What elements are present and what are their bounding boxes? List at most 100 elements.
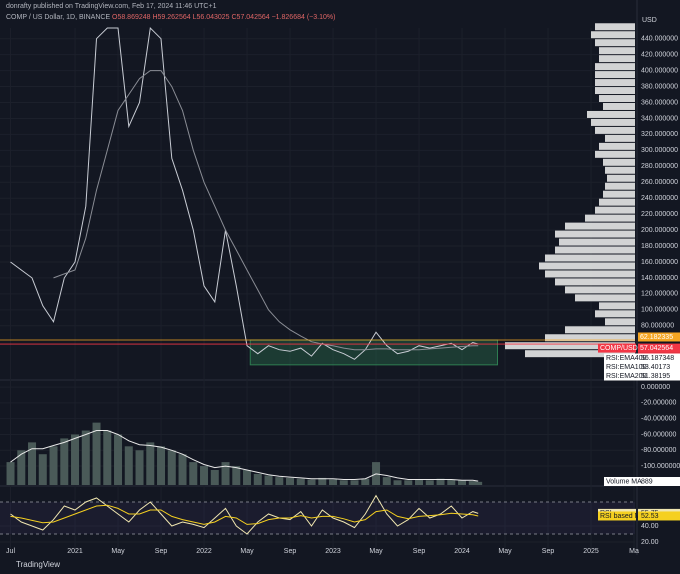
x-tick-label: Sep bbox=[542, 548, 555, 555]
series-line bbox=[10, 26, 479, 360]
x-tick-label: May bbox=[498, 548, 512, 555]
y-tick-label: 120.000000 bbox=[641, 291, 678, 298]
volume-profile-bar bbox=[595, 63, 635, 71]
volume-bar bbox=[38, 454, 47, 485]
footer-brand: TradingView bbox=[16, 560, 60, 569]
volume-profile-bar bbox=[591, 31, 635, 39]
volume-profile-bar bbox=[565, 286, 635, 294]
volume-bar bbox=[458, 480, 467, 485]
publisher: donrafty published on TradingView.com, F… bbox=[6, 3, 217, 10]
volume-profile-bar bbox=[585, 214, 635, 222]
volume-bar bbox=[81, 430, 90, 485]
y-tick-label: -100.000000 bbox=[641, 463, 680, 470]
y-tick-label: 200.000000 bbox=[641, 227, 678, 234]
y-tick-label: 300.000000 bbox=[641, 147, 678, 154]
volume-profile-bar bbox=[565, 222, 635, 230]
volume-profile-bar bbox=[605, 318, 635, 326]
legend-tag-name: RSI:EMA100 bbox=[606, 364, 647, 371]
volume-bar bbox=[92, 422, 101, 485]
volume-bar bbox=[6, 462, 15, 485]
series-line bbox=[10, 430, 479, 482]
volume-profile-bar bbox=[587, 110, 635, 118]
y-tick-label: 260.000000 bbox=[641, 179, 678, 186]
volume-bar bbox=[350, 480, 359, 485]
legend-tag-name: RSI:EMA400 bbox=[606, 355, 647, 362]
y-tick-label: 100.000000 bbox=[641, 307, 678, 314]
volume-profile-bar bbox=[595, 23, 635, 31]
volume-profile-bar bbox=[595, 206, 635, 214]
volume-profile-bar bbox=[605, 134, 635, 142]
volume-bar bbox=[189, 462, 198, 485]
y-tick-label: -40.000000 bbox=[641, 416, 677, 423]
volume-profile-bar bbox=[565, 326, 635, 334]
y-tick-label: 380.000000 bbox=[641, 83, 678, 90]
series-line bbox=[53, 70, 479, 351]
tag-value: 57.042564 bbox=[640, 345, 673, 352]
volume-bar bbox=[307, 479, 316, 485]
y-tick-label: 320.000000 bbox=[641, 131, 678, 138]
x-tick-label: Sep bbox=[284, 548, 297, 555]
volume-profile-bar bbox=[605, 182, 635, 190]
volume-bar bbox=[210, 470, 219, 485]
volume-bar bbox=[436, 478, 445, 485]
y-tick-label: 420.000000 bbox=[641, 51, 678, 58]
volume-profile-bar bbox=[555, 278, 635, 286]
volume-profile-bar bbox=[595, 79, 635, 87]
volume-bar bbox=[361, 478, 370, 485]
y-tick-label: 360.000000 bbox=[641, 99, 678, 106]
volume-profile-bar bbox=[525, 350, 635, 358]
legend-tag-value: 56.187348 bbox=[641, 355, 674, 362]
legend-tag-value: 52.53 bbox=[641, 513, 659, 520]
volume-bar bbox=[474, 481, 483, 485]
x-tick-label: May bbox=[111, 548, 125, 555]
volume-bar bbox=[103, 430, 112, 485]
legend-tag-bg bbox=[604, 362, 680, 372]
tag-bg bbox=[598, 343, 636, 353]
volume-profile-bar bbox=[545, 254, 635, 262]
y-tick-label: 180.000000 bbox=[641, 243, 678, 250]
x-tick-label: 2025 bbox=[583, 548, 599, 555]
volume-profile-bar bbox=[599, 302, 635, 310]
y-tick-label: -80.000000 bbox=[641, 447, 677, 454]
volume-bar bbox=[28, 442, 37, 485]
volume-bar bbox=[468, 481, 477, 485]
y-tick-label: 240.000000 bbox=[641, 195, 678, 202]
y-tick-label: 220.000000 bbox=[641, 211, 678, 218]
x-tick-label: 2021 bbox=[67, 548, 83, 555]
x-tick-label: Jul bbox=[6, 548, 15, 555]
x-tick-label: May bbox=[369, 548, 383, 555]
volume-bar bbox=[404, 480, 413, 485]
volume-profile-bar bbox=[599, 55, 635, 63]
volume-profile-bar bbox=[575, 294, 635, 302]
legend-tag-name: Volume MA bbox=[606, 478, 642, 485]
volume-profile-bar bbox=[603, 158, 635, 166]
volume-bar bbox=[49, 446, 58, 485]
y-tick-label: 40.00 bbox=[641, 523, 659, 530]
volume-bar bbox=[329, 479, 338, 485]
volume-profile-bar bbox=[555, 230, 635, 238]
legend-tag-bg bbox=[638, 511, 680, 521]
y-tick-label: 20.00 bbox=[641, 539, 659, 546]
volume-bar bbox=[200, 466, 209, 485]
y-tick-label: 0.000000 bbox=[641, 384, 670, 391]
legend-tag-value: 53.40173 bbox=[641, 364, 670, 371]
volume-profile-bar bbox=[599, 142, 635, 150]
volume-bar bbox=[447, 479, 456, 485]
legend-tag-bg bbox=[604, 371, 680, 381]
volume-profile-bar bbox=[595, 71, 635, 79]
volume-bar bbox=[425, 480, 434, 485]
volume-profile-bar bbox=[607, 174, 635, 182]
volume-bar bbox=[135, 450, 144, 485]
legend-tag-name: RSI based MA bbox=[600, 513, 645, 520]
volume-profile-bar bbox=[603, 103, 635, 110]
volume-profile-bar bbox=[591, 118, 635, 126]
volume-bar bbox=[232, 466, 241, 485]
volume-bar bbox=[221, 462, 230, 485]
x-tick-label: 2024 bbox=[454, 548, 470, 555]
series-line bbox=[10, 504, 479, 525]
legend-tag-value: 889 bbox=[641, 478, 653, 485]
volume-profile-bar bbox=[595, 310, 635, 318]
volume-profile-bar bbox=[605, 166, 635, 174]
volume-bar bbox=[60, 438, 69, 485]
